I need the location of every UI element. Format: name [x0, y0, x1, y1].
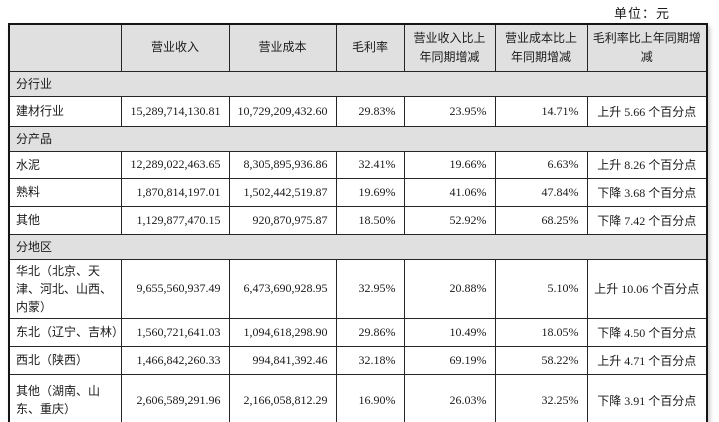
revenue-change-cell: 41.06% — [403, 177, 496, 207]
table-row-building-materials: 建材行业 15,289,714,130.81 10,729,209,432.60… — [8, 95, 708, 127]
revenue-cell: 1,466,842,260.33 — [120, 345, 230, 375]
cost-cell: 8,305,895,936.86 — [228, 150, 337, 179]
margin-cell: 32.18% — [335, 345, 405, 375]
cost-change-cell: 32.25% — [494, 373, 588, 422]
cost-change-cell: 47.84% — [494, 177, 588, 207]
cost-change-cell: 58.22% — [494, 345, 588, 375]
margin-change-cell: 下降 7.42 个百分点 — [586, 205, 708, 235]
cost-change-cell: 68.25% — [494, 205, 588, 235]
cost-change-cell: 14.71% — [494, 95, 588, 127]
margin-change-cell: 下降 3.91 个百分点 — [586, 373, 708, 422]
revenue-cell: 12,289,022,463.65 — [120, 150, 230, 179]
cost-change-cell: 18.05% — [494, 317, 588, 347]
segment-performance-table: 营业收入 营业成本 毛利率 营业收入比上年同期增减 营业成本比上年同期增减 毛利… — [8, 23, 708, 422]
table-row-cement: 水泥 12,289,022,463.65 8,305,895,936.86 32… — [8, 150, 708, 179]
table-row-clinker: 熟料 1,870,814,197.01 1,502,442,519.87 19.… — [8, 177, 708, 207]
revenue-change-cell: 52.92% — [403, 205, 496, 235]
table-header-row: 营业收入 营业成本 毛利率 营业收入比上年同期增减 营业成本比上年同期增减 毛利… — [8, 23, 708, 72]
revenue-cell: 1,560,721,641.03 — [120, 317, 230, 347]
cost-cell: 1,094,618,298.90 — [228, 317, 337, 347]
revenue-change-cell: 19.66% — [403, 150, 496, 179]
margin-cell: 32.41% — [335, 150, 405, 179]
table-row-northeast: 东北（辽宁、吉林） 1,560,721,641.03 1,094,618,298… — [8, 317, 708, 347]
cost-cell: 10,729,209,432.60 — [228, 95, 337, 127]
margin-cell: 19.69% — [335, 177, 405, 207]
row-label: 水泥 — [8, 150, 122, 179]
column-header-revenue-yoy: 营业收入比上年同期增减 — [403, 23, 496, 72]
revenue-change-cell: 69.19% — [403, 345, 496, 375]
revenue-change-cell: 10.49% — [403, 317, 496, 347]
section-row-industry: 分行业 — [8, 70, 708, 97]
revenue-cell: 2,606,589,291.96 — [120, 373, 230, 422]
column-header-empty — [8, 23, 122, 72]
margin-cell: 29.83% — [335, 95, 405, 127]
row-label: 其他 — [8, 205, 122, 235]
section-row-product: 分产品 — [8, 125, 708, 152]
row-label: 西北（陕西） — [8, 345, 122, 375]
cost-cell: 1,502,442,519.87 — [228, 177, 337, 207]
column-header-cost-yoy: 营业成本比上年同期增减 — [494, 23, 588, 72]
cost-cell: 6,473,690,928.95 — [228, 258, 337, 319]
margin-cell: 29.86% — [335, 317, 405, 347]
row-label: 熟料 — [8, 177, 122, 207]
section-label: 分产品 — [8, 125, 708, 152]
unit-label: 单位：元 — [613, 6, 670, 21]
column-header-margin: 毛利率 — [335, 23, 405, 72]
margin-cell: 32.95% — [335, 258, 405, 319]
margin-change-cell: 上升 8.26 个百分点 — [586, 150, 708, 179]
column-header-cost: 营业成本 — [228, 23, 337, 72]
revenue-cell: 9,655,560,937.49 — [120, 258, 230, 319]
cost-cell: 2,166,058,812.29 — [228, 373, 337, 422]
revenue-change-cell: 23.95% — [403, 95, 496, 127]
table-row-other-region: 其他（湖南、山东、重庆） 2,606,589,291.96 2,166,058,… — [8, 373, 708, 422]
cost-change-cell: 6.63% — [494, 150, 588, 179]
column-header-margin-yoy: 毛利率比上年同期增减 — [586, 23, 708, 72]
section-label: 分地区 — [8, 233, 708, 260]
table-row-northwest: 西北（陕西） 1,466,842,260.33 994,841,392.46 3… — [8, 345, 708, 375]
row-label: 建材行业 — [8, 95, 122, 127]
margin-change-cell: 上升 10.06 个百分点 — [586, 258, 708, 319]
row-label: 东北（辽宁、吉林） — [8, 317, 122, 347]
margin-change-cell: 上升 4.71 个百分点 — [586, 345, 708, 375]
table-row-other-product: 其他 1,129,877,470.15 920,870,975.87 18.50… — [8, 205, 708, 235]
margin-change-cell: 上升 5.66 个百分点 — [586, 95, 708, 127]
cost-cell: 994,841,392.46 — [228, 345, 337, 375]
revenue-cell: 1,870,814,197.01 — [120, 177, 230, 207]
section-row-region: 分地区 — [8, 233, 708, 260]
column-header-revenue: 营业收入 — [120, 23, 230, 72]
row-label: 华北（北京、天津、河北、山西、内蒙） — [8, 258, 122, 319]
margin-change-cell: 下降 4.50 个百分点 — [586, 317, 708, 347]
margin-cell: 16.90% — [335, 373, 405, 422]
revenue-change-cell: 20.88% — [403, 258, 496, 319]
revenue-change-cell: 26.03% — [403, 373, 496, 422]
row-label: 其他（湖南、山东、重庆） — [8, 373, 122, 422]
cost-change-cell: 5.10% — [494, 258, 588, 319]
cost-cell: 920,870,975.87 — [228, 205, 337, 235]
margin-change-cell: 下降 3.68 个百分点 — [586, 177, 708, 207]
revenue-cell: 1,129,877,470.15 — [120, 205, 230, 235]
margin-cell: 18.50% — [335, 205, 405, 235]
table-row-north-china: 华北（北京、天津、河北、山西、内蒙） 9,655,560,937.49 6,47… — [8, 258, 708, 319]
revenue-cell: 15,289,714,130.81 — [120, 95, 230, 127]
section-label: 分行业 — [8, 70, 708, 97]
